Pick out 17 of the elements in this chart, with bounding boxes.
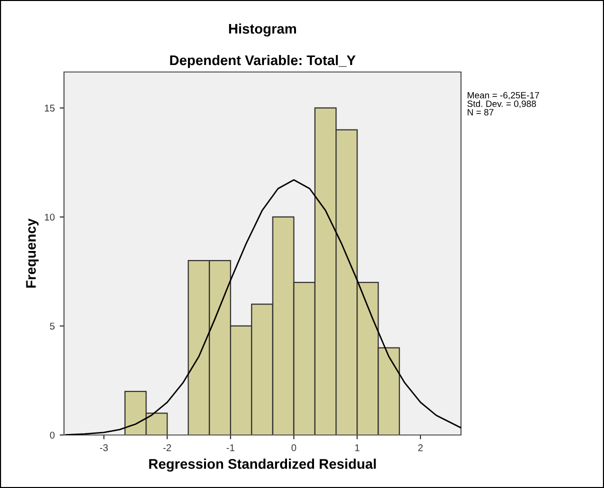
y-tick-label: 0 — [50, 432, 55, 439]
text: Std. Dev. = 0,988 — [467, 100, 536, 108]
x-tick-label: -2 — [163, 444, 172, 452]
chart-subtitle: Dependent Variable: Total_Y — [170, 54, 356, 68]
y-axis-title: Frequency — [26, 218, 39, 288]
x-tick-label: 1 — [355, 444, 360, 452]
x-tick-label: -3 — [100, 444, 108, 452]
text: N = 87 — [468, 109, 494, 116]
chart-title: Histogram — [229, 23, 296, 37]
y-tick-label: 10 — [44, 214, 55, 221]
x-axis-title: Regression Standardized Residual — [149, 458, 376, 472]
x-tick-label: 0 — [292, 444, 296, 452]
x-tick-label: -1 — [226, 444, 234, 452]
x-tick-label: 2 — [418, 444, 423, 452]
y-tick-label: 15 — [44, 104, 55, 112]
y-tick-label: 5 — [50, 322, 55, 330]
text: Mean = -6,25E-17 — [468, 92, 540, 100]
